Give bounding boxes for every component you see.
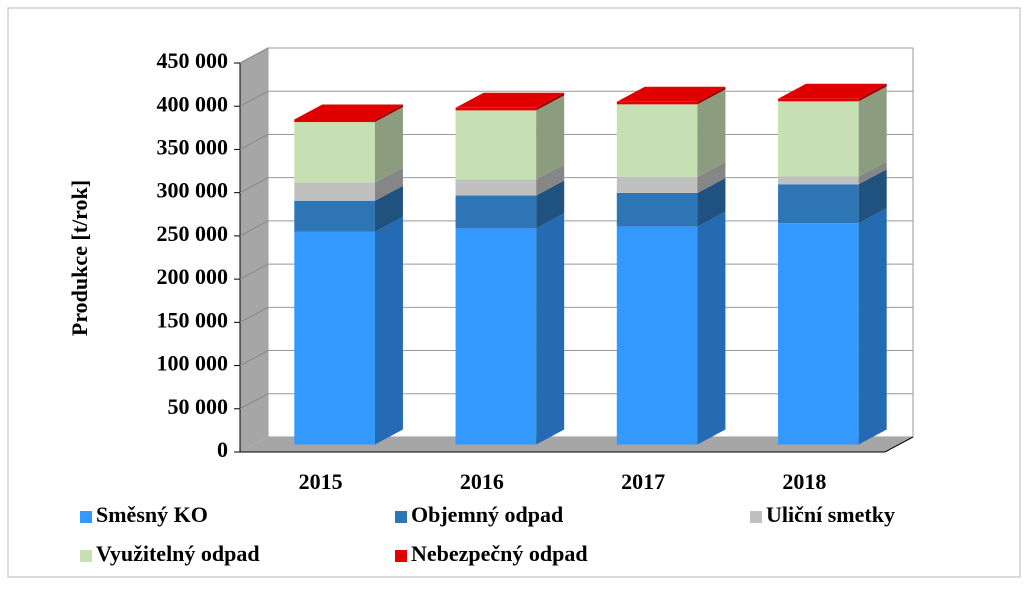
bar-front [455, 195, 537, 229]
bar-front [294, 231, 375, 445]
bar-side [697, 211, 726, 445]
bar-side [374, 107, 403, 183]
bar-side [858, 208, 887, 445]
y-tick-label: 0 [217, 437, 228, 462]
y-tick-label: 200 000 [157, 264, 229, 289]
y-tick-label: 350 000 [157, 134, 229, 159]
y-tick-label: 400 000 [157, 91, 229, 116]
y-tick-label: 300 000 [157, 178, 229, 203]
legend-swatch [80, 511, 92, 523]
x-tick-label: 2017 [621, 469, 665, 494]
bar-side [858, 169, 887, 224]
bar-front [778, 101, 859, 177]
bar-front [294, 200, 375, 232]
bar-side [536, 180, 565, 229]
bar-side [374, 185, 403, 232]
y-tick-label: 450 000 [157, 48, 229, 73]
bar-front [778, 98, 859, 102]
y-tick-label: 150 000 [157, 307, 229, 332]
bar-side [858, 86, 887, 177]
bar-front [294, 122, 375, 183]
bar-top [778, 83, 887, 99]
bar-top [616, 86, 726, 102]
legend-swatch [80, 550, 92, 562]
grid-line [239, 134, 269, 150]
y-tick-label: 100 000 [157, 351, 229, 376]
grid-line [239, 306, 269, 323]
legend-label: Směsný KO [96, 502, 208, 527]
bar-front [616, 192, 698, 227]
y-tick-label: 250 000 [157, 221, 229, 246]
grid-line [239, 90, 269, 107]
x-tick-label: 2016 [460, 469, 504, 494]
grid-line [239, 177, 269, 194]
legend-label: Objemný odpad [411, 502, 563, 527]
legend-swatch [395, 511, 407, 523]
bar-front [294, 182, 375, 201]
grid-line [239, 350, 269, 366]
x-tick-label: 2018 [782, 469, 826, 494]
legend-swatch [395, 550, 407, 562]
legend-label: Uliční smetky [766, 502, 895, 527]
bar-side [536, 213, 565, 445]
bar-front [294, 119, 375, 123]
bar-side [374, 216, 403, 445]
bar-front [455, 228, 537, 445]
bar-front [616, 101, 698, 105]
bar-front [616, 104, 698, 177]
bar-side [697, 86, 726, 105]
bar-side [697, 89, 726, 177]
bar-side [697, 177, 726, 227]
legend-swatch [750, 511, 762, 523]
y-tick-label: 50 000 [168, 394, 229, 419]
left-wall [240, 48, 268, 452]
bar-side [374, 104, 403, 123]
bar-front [778, 176, 859, 185]
bar-side [858, 83, 887, 102]
bar-front [616, 176, 698, 193]
grid-line [239, 220, 269, 237]
grid-line [239, 263, 269, 280]
bar-front [778, 184, 859, 224]
grid-line [239, 47, 269, 64]
bar-side [858, 161, 887, 185]
bar-top [455, 92, 565, 108]
legend-label: Nebezpečný odpad [411, 541, 588, 566]
bar-side [536, 95, 565, 180]
x-tick-label: 2015 [299, 469, 343, 494]
floor [240, 437, 913, 452]
bar-side [536, 92, 565, 111]
bar-top [294, 104, 403, 120]
x-axis-depth [884, 436, 914, 453]
legend-label: Využitelný odpad [96, 541, 260, 566]
grid-line [239, 393, 269, 410]
bar-front [455, 110, 537, 180]
bar-front [455, 179, 537, 196]
bar-side [374, 167, 403, 201]
bar-front [455, 107, 537, 111]
bar-side [697, 161, 726, 193]
bar-front [778, 223, 859, 445]
bar-front [616, 226, 698, 445]
y-axis-title: Produkce [t/rok] [67, 180, 92, 336]
bar-side [536, 164, 565, 196]
